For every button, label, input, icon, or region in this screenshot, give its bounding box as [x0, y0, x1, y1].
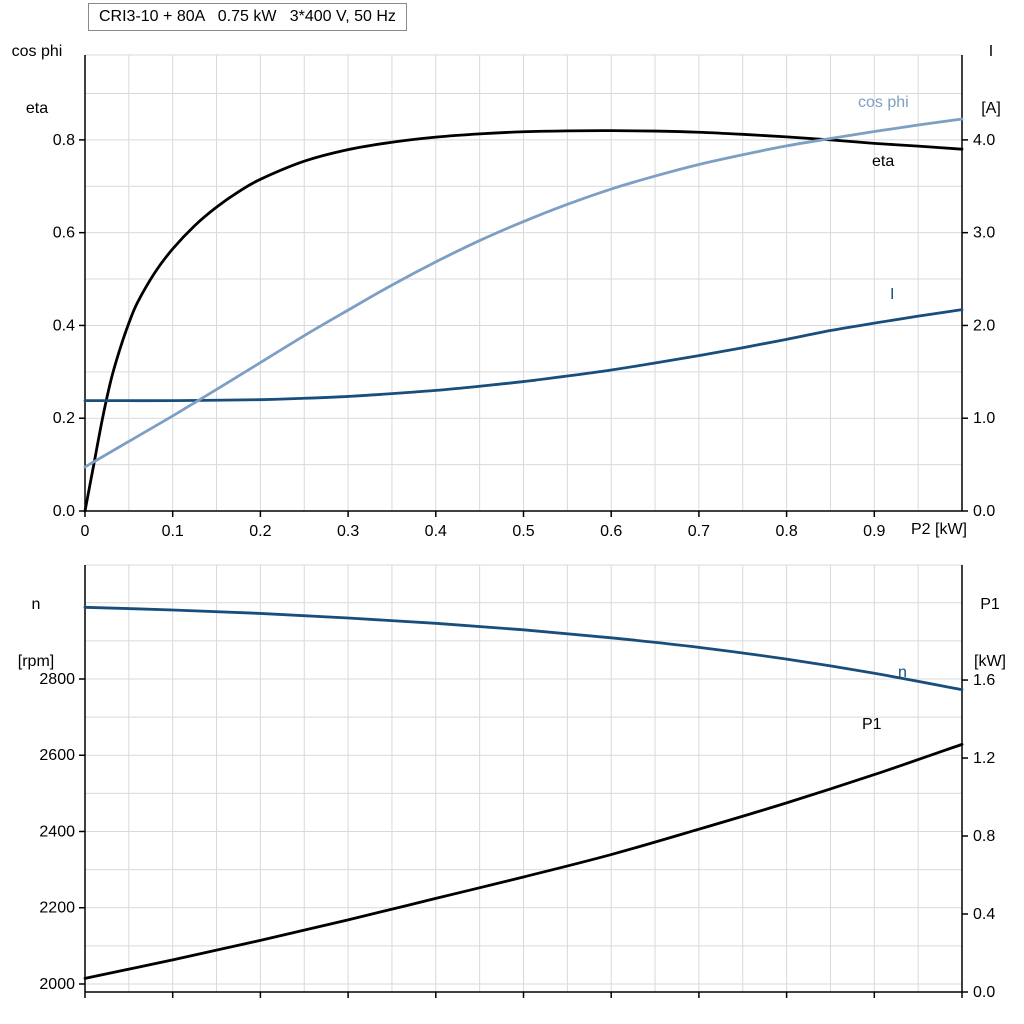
power-axis-title-line1: P1 — [980, 596, 1000, 613]
bottom-right-axis-title: P1 [kW] — [962, 557, 1018, 709]
x-tick-label: 0 — [81, 523, 90, 540]
x-tick-label: 0.5 — [512, 523, 534, 540]
x-axis-label: P2 [kW] — [910, 521, 967, 538]
right-tick-label: 1.6 — [973, 672, 995, 689]
chart-title-box: CRI3-10 + 80A 0.75 kW 3*400 V, 50 Hz — [88, 3, 407, 31]
x-tick-label: 0.9 — [863, 523, 885, 540]
top-right-axis-title: I [A] — [966, 4, 1016, 156]
top-left-axis-title: cos phi eta — [4, 4, 70, 156]
speed-axis-title-line2: [rpm] — [17, 653, 55, 670]
series-P1 — [83, 742, 964, 980]
left-tick-label: 0.2 — [53, 410, 75, 427]
series-cos-phi — [83, 117, 964, 469]
series-n — [83, 605, 964, 692]
right-tick-label: 0.0 — [973, 984, 995, 1001]
right-tick-label: 4.0 — [973, 132, 995, 149]
left-axis-title-line1: cos phi — [11, 43, 63, 60]
left-tick-label: 2200 — [39, 900, 75, 917]
series-I — [83, 308, 964, 403]
x-tick-label: 0.4 — [425, 523, 447, 540]
right-tick-label: 3.0 — [973, 225, 995, 242]
speed-axis-title-line1: n — [31, 596, 41, 613]
series-eta — [83, 129, 964, 513]
right-tick-label: 0.8 — [973, 828, 995, 845]
bottom-left-axis-title: n [rpm] — [6, 557, 66, 709]
right-tick-label: 0.4 — [973, 906, 995, 923]
right-tick-label: 0.0 — [973, 503, 995, 520]
curve-label-speed: n — [898, 664, 907, 681]
x-tick-label: 0.6 — [600, 523, 622, 540]
right-axis-title-line2: [A] — [981, 100, 1001, 117]
left-tick-label: 0.4 — [53, 317, 75, 334]
x-tick-label: 0.3 — [337, 523, 359, 540]
x-tick-label: 0.2 — [249, 523, 271, 540]
x-tick-label: 0.1 — [162, 523, 184, 540]
curve-label-eta: eta — [872, 153, 895, 170]
x-tick-label: 0.7 — [688, 523, 710, 540]
right-tick-label: 1.2 — [973, 750, 995, 767]
left-tick-label: 0.8 — [53, 132, 75, 149]
left-tick-label: 2000 — [39, 976, 75, 993]
right-tick-label: 2.0 — [973, 317, 995, 334]
left-tick-label: 2800 — [39, 671, 75, 688]
right-axis-title-line1: I — [988, 43, 994, 60]
left-tick-label: 2400 — [39, 823, 75, 840]
left-tick-label: 0.0 — [53, 503, 75, 520]
curve-label-current: I — [890, 286, 895, 303]
right-tick-label: 1.0 — [973, 410, 995, 427]
x-tick-label: 0.8 — [775, 523, 797, 540]
curve-label-cos-phi: cos phi — [858, 94, 909, 111]
power-axis-title-line2: [kW] — [974, 653, 1006, 670]
left-tick-label: 2600 — [39, 747, 75, 764]
left-axis-title-line2: eta — [25, 100, 49, 117]
left-tick-label: 0.6 — [53, 225, 75, 242]
curve-label-p1: P1 — [862, 716, 882, 733]
